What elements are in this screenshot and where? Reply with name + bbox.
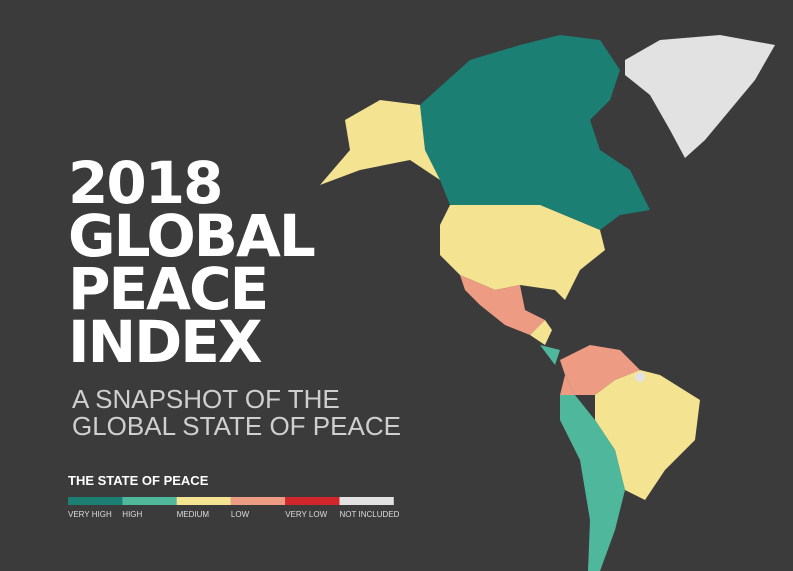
subtitle-line: A SNAPSHOT OF THE [72, 384, 340, 414]
title-line: 2018 [68, 149, 221, 217]
subtitle-line: GLOBAL STATE OF PEACE [72, 411, 401, 441]
legend-label: VERY HIGH [68, 510, 112, 519]
legend: VERY HIGH HIGH MEDIUM LOW VERY LOW NOT INCLUD… [68, 497, 400, 519]
legend-swatch [230, 497, 286, 505]
legend-label: HIGH [122, 510, 142, 519]
title-line: GLOBAL [68, 202, 315, 270]
legend-swatch [68, 497, 123, 505]
legend-swatch [122, 497, 177, 505]
legend-label: VERY LOW [285, 510, 327, 519]
title-line: PEACE [68, 255, 267, 323]
legend-label: NOT INCLUDED [340, 510, 400, 519]
legend-label: MEDIUM [177, 510, 210, 519]
legend-swatch [339, 497, 394, 505]
legend-swatch [176, 497, 231, 505]
map [320, 35, 775, 571]
legend-label: LOW [231, 510, 250, 519]
title-line: INDEX [68, 308, 262, 376]
legend-swatch [285, 497, 340, 505]
legend-title: THE STATE OF PEACE [68, 473, 209, 488]
